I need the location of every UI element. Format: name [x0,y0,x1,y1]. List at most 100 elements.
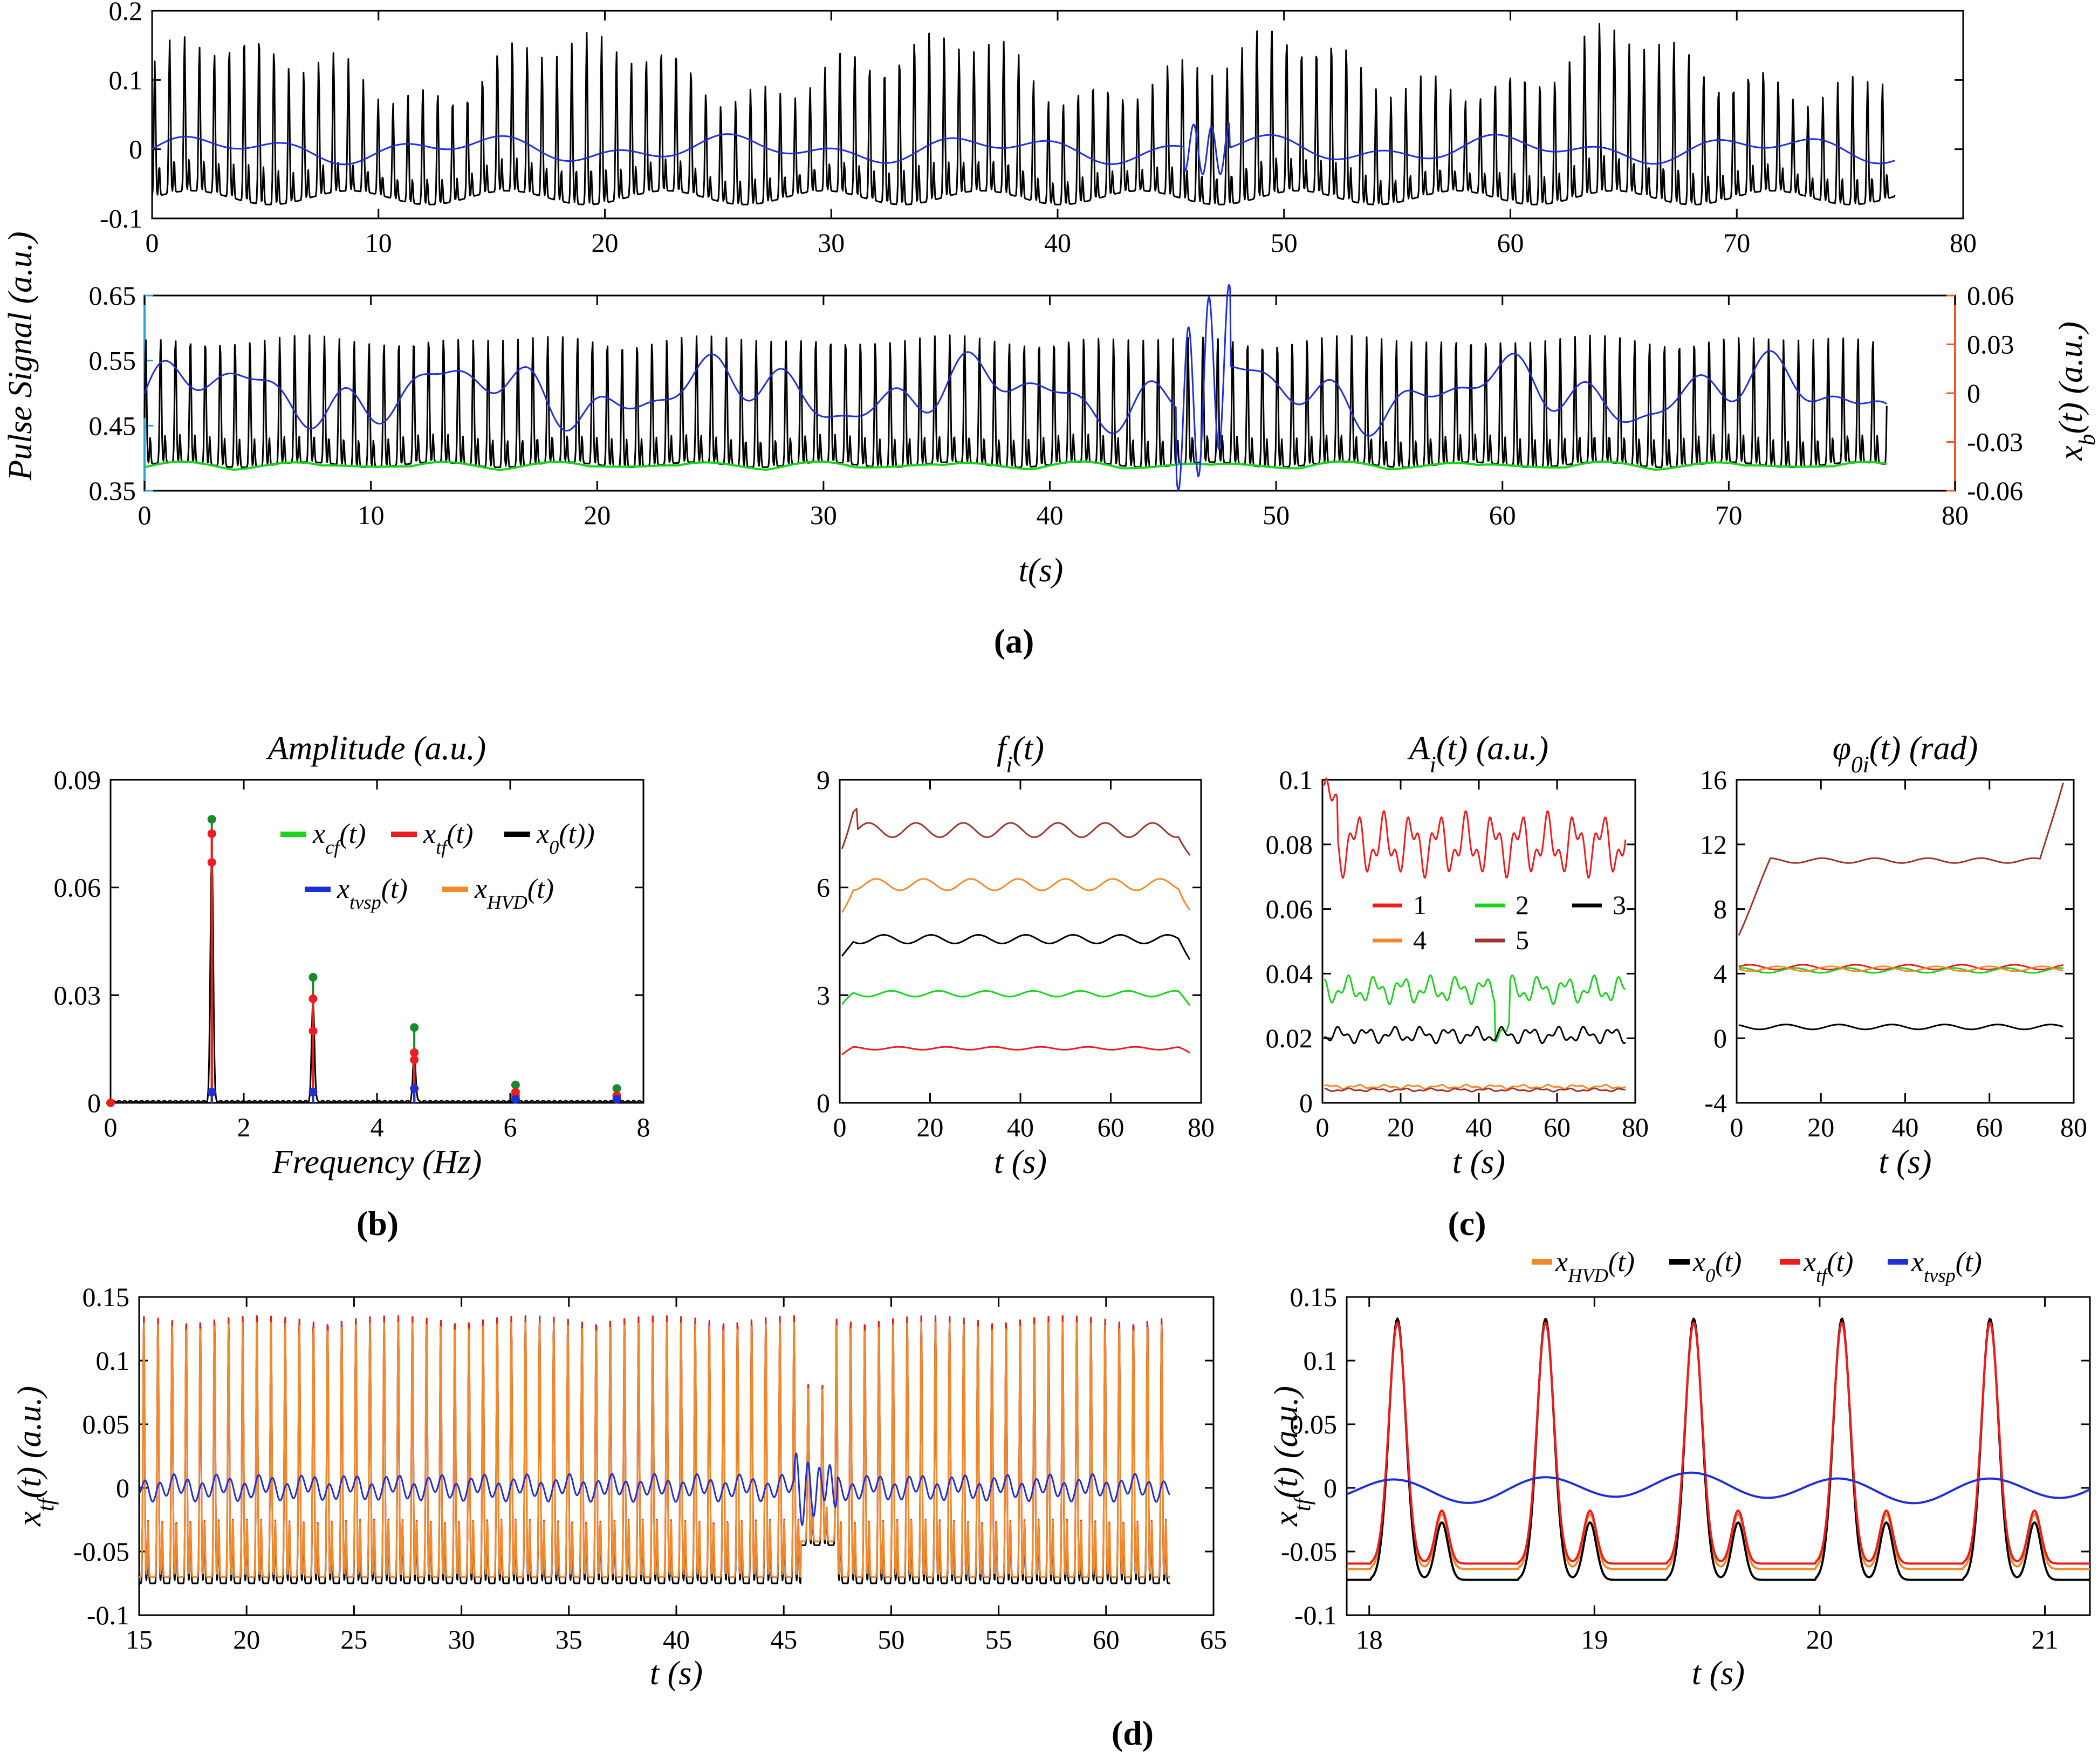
legend-label: 1 [1413,890,1427,920]
x-axis-label: t (s) [1452,1144,1505,1180]
x-tick-label: 50 [1263,500,1290,530]
marker-xtvspt [308,1088,318,1097]
y2-axis-label: xb(t) (a.u.) [2053,321,2098,461]
marker-origin [106,1099,115,1107]
y2-tick-label: -0.06 [1967,476,2023,506]
series-3 [1738,1024,2063,1031]
legend-label: 5 [1516,925,1529,955]
panel-label-a: (a) [994,622,1034,660]
series-spectrum [109,850,645,1104]
x-axis-label: t (s) [1692,1655,1745,1692]
y-tick-label: 0.1 [1304,1346,1338,1376]
y-tick-label: 0 [1324,1473,1337,1503]
chart-title: Ai(t) (a.u.) [1407,730,1548,778]
x-tick-label: 21 [2031,1624,2058,1655]
series-xtvspt [139,1452,1171,1526]
marker-xcft [410,1023,419,1032]
marker-xtvspt [612,1095,621,1104]
marker-xtvspt [410,1084,419,1093]
y-tick-label: 16 [1700,765,1727,795]
x-tick-label: 20 [1807,1112,1834,1142]
marker-x0t [207,858,216,867]
x-tick-label: 4 [371,1112,384,1142]
x-tick-label: 20 [233,1624,260,1655]
y-tick-label: 0.1 [96,1346,130,1376]
y-tick-label: 0 [1299,1088,1313,1118]
x-tick-label: 8 [637,1112,650,1142]
y2-tick-label: 0 [1967,378,1980,408]
x-tick-label: 80 [2060,1112,2087,1142]
y-tick-label: 0.65 [89,280,136,311]
x-tick-label: 30 [810,500,837,530]
series-4 [841,878,1191,913]
y-tick-label: 0.03 [54,980,101,1010]
marker-xcft [612,1084,621,1093]
x-tick-label: 60 [1093,1624,1120,1655]
y-tick-label: 0.08 [1266,829,1313,860]
series-3 [1324,1026,1626,1045]
x-axis-label: t (s) [1878,1144,1931,1180]
y-tick-label: 0.1 [109,65,143,95]
y-tick-label: 0.06 [1266,894,1313,924]
x-tick-label: 2 [237,1112,251,1142]
legend-label: 4 [1413,925,1427,955]
y-tick-label: 0.05 [83,1409,130,1439]
x-tick-label: 20 [1387,1112,1414,1142]
x-tick-label: 40 [1892,1112,1919,1142]
x-tick-label: 40 [1007,1112,1034,1142]
legend-label: xtvsp(t) [1911,1247,1982,1286]
y-tick-label: 12 [1700,829,1727,860]
legend-label: x0(t)) [536,819,595,858]
x-axis-label: t (s) [650,1655,703,1692]
marker-xtft [410,1048,419,1057]
series-1 [1324,777,1627,879]
chart-title: φ0i(t) (rad) [1833,730,1978,778]
legend-label: xcf(t) [312,819,366,858]
x-axis-label: t (s) [994,1144,1047,1180]
marker-x0t [410,1055,419,1065]
y-tick-label: 0.1 [1279,765,1313,795]
plot-frame [1736,779,2075,1104]
y-tick-label: 8 [1713,894,1727,924]
y-tick-label: -0.1 [1294,1600,1337,1630]
panel-c1: 0 20 40 60 80 0 3 6 9 fi(t) t (s) [817,730,1215,1180]
y-tick-label: 0.15 [83,1282,130,1312]
y-tick-label: 0 [1713,1023,1727,1053]
panel-label-b: (b) [356,1204,399,1243]
x-tick-label: 70 [1715,500,1742,530]
marker-xtvspt [207,1088,216,1097]
legend-label: xtf(t) [1803,1247,1853,1286]
x-tick-label: 40 [1465,1112,1492,1142]
x-tick-label: 55 [985,1624,1012,1655]
chart-title: fi(t) [997,730,1044,778]
x-tick-label: 45 [770,1624,797,1655]
series-2 [841,990,1191,1006]
legend-label: x0(t) [1692,1247,1742,1286]
x-axis-label: t(s) [1019,552,1064,589]
y-tick-label: 3 [817,980,830,1010]
series-pulse-signal [143,334,1888,469]
chart-title: Amplitude (a.u.) [266,730,486,767]
x-tick-label: 25 [340,1624,367,1655]
y-tick-label: 0.04 [1266,958,1313,989]
legend-label: 3 [1613,890,1626,920]
y-tick-label: 0.55 [89,346,136,376]
y2-tick-label: -0.03 [1967,427,2023,457]
x-tick-label: 10 [358,500,385,530]
y-tick-label: 0 [116,1473,129,1503]
y-tick-label: 6 [817,873,830,903]
x-tick-label: 19 [1581,1624,1608,1655]
series-2 [1324,974,1626,1042]
marker-xcft [207,815,216,824]
panel-a-top: 0 10 20 30 40 50 60 70 80-0.100.10.2 [100,0,1977,258]
x-tick-label: 40 [663,1624,690,1655]
x-tick-label: 0 [146,228,159,258]
x-tick-label: 50 [1271,228,1298,258]
y2-tick-label: 0.06 [1967,280,2014,311]
x-tick-label: 20 [584,500,611,530]
series-lower-envelope [144,460,1887,471]
x-tick-label: 20 [592,228,619,258]
y-tick-label: 0.35 [89,476,136,506]
